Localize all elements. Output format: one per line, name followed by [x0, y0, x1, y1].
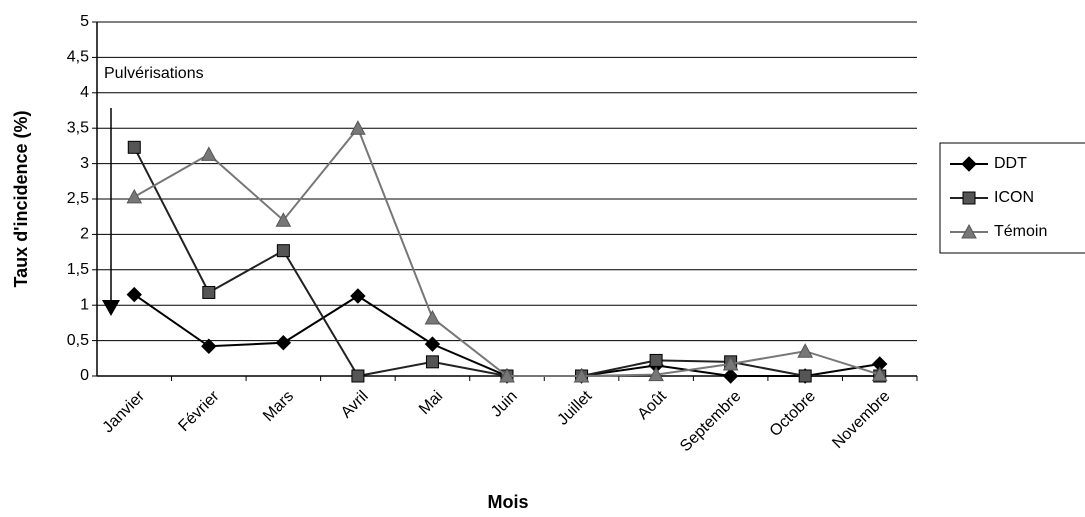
series-line: [133, 146, 880, 378]
y-tick-label: 3,5: [67, 119, 89, 136]
y-tick-label: 5: [80, 13, 89, 30]
data-point: [201, 338, 217, 354]
legend: DDT ICON Témoin: [939, 142, 1085, 254]
x-tick-label: Mai: [416, 388, 446, 418]
y-tick-label: 0: [80, 367, 89, 384]
series-line: [133, 293, 880, 377]
data-point: [126, 188, 143, 204]
y-tick-label: 1: [80, 296, 89, 313]
data-point: [351, 369, 365, 383]
data-point: [722, 368, 739, 384]
data-point: [425, 355, 439, 369]
data-point: [202, 285, 216, 299]
data-point: [648, 366, 664, 382]
y-tick-label: 0,5: [67, 332, 89, 349]
x-tick-label: Août: [635, 387, 671, 423]
data-point: [275, 212, 292, 227]
legend-label: Témoin: [994, 223, 1047, 240]
data-point: [275, 335, 292, 351]
annotation: Pulvérisations: [104, 65, 204, 82]
y-tick-label: 2: [80, 226, 89, 243]
data-point: [424, 309, 441, 325]
x-tick-label: Juillet: [554, 387, 595, 428]
data-point: [649, 353, 663, 367]
y-tick-label: 3: [80, 155, 89, 172]
legend-marker: [961, 156, 977, 172]
x-tick-label: Novembre: [829, 388, 893, 452]
data-point: [722, 355, 739, 371]
x-tick-label: Avril: [338, 388, 372, 422]
data-point: [798, 369, 812, 383]
legend-label: ICON: [994, 189, 1034, 206]
legend-marker: [962, 191, 976, 205]
data-point: [350, 120, 366, 135]
x-tick-label: Juin: [488, 388, 521, 421]
x-tick-label: Février: [175, 387, 223, 435]
spray-arrowhead: [102, 300, 120, 316]
data-point: [573, 367, 590, 383]
x-axis-title: Mois: [487, 492, 528, 512]
data-point: [350, 288, 366, 304]
data-point: [276, 244, 290, 258]
y-tick-label: 1,5: [67, 261, 89, 278]
y-tick-label: 4: [80, 84, 89, 101]
x-tick-label: Octobre: [767, 388, 819, 440]
y-tick-label: 2,5: [67, 190, 89, 207]
data-point: [499, 367, 515, 383]
data-point: [126, 286, 142, 303]
y-tick-label: 4,5: [67, 49, 89, 66]
series-line: [133, 126, 881, 377]
y-axis-title: Taux d'incidence (%): [11, 111, 31, 288]
x-tick-label: Mars: [260, 388, 297, 425]
data-point: [797, 343, 814, 358]
x-tick-label: Septembre: [677, 388, 744, 455]
data-point: [200, 146, 217, 161]
legend-marker: [961, 223, 977, 239]
data-point: [424, 336, 441, 352]
x-tick-label: Janvier: [100, 387, 149, 436]
data-point: [127, 140, 141, 154]
legend-label: DDT: [994, 155, 1027, 172]
data-point: [871, 366, 888, 382]
